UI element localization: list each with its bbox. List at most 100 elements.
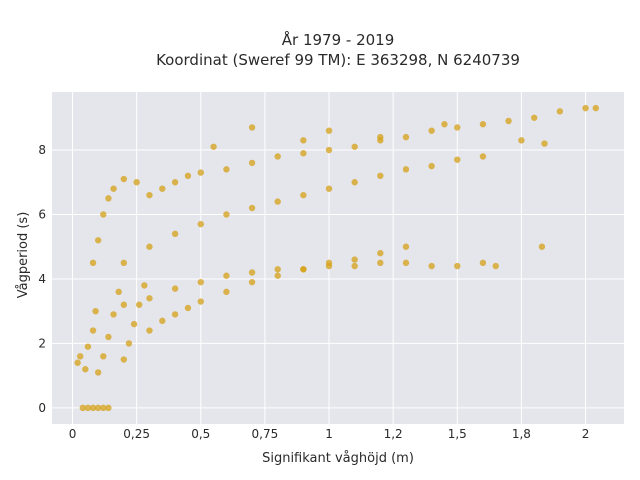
chart-subtitle: Koordinat (Sweref 99 TM): E 363298, N 62… <box>156 51 520 69</box>
data-point <box>402 259 410 267</box>
data-point <box>300 191 307 199</box>
data-point <box>538 243 546 250</box>
data-point <box>479 121 487 128</box>
data-point <box>377 172 384 180</box>
data-point <box>130 320 138 328</box>
data-point <box>492 262 499 270</box>
data-point <box>89 259 97 267</box>
data-point <box>441 121 448 128</box>
data-point <box>146 191 153 199</box>
data-point <box>223 211 230 218</box>
data-point <box>351 143 358 150</box>
data-point <box>300 150 307 157</box>
data-point <box>479 153 487 160</box>
data-point <box>454 262 461 270</box>
data-point <box>325 262 333 270</box>
x-tick-label: 1,8 <box>512 427 531 441</box>
data-point <box>120 259 128 267</box>
data-point <box>110 311 117 318</box>
x-axis-label: Signifikant våghöjd (m) <box>262 451 414 466</box>
data-point <box>248 204 256 212</box>
data-point <box>351 256 358 263</box>
data-point <box>300 266 307 273</box>
data-points <box>74 104 599 412</box>
data-point <box>94 237 102 244</box>
data-point <box>377 249 384 257</box>
x-tick-label: 0,25 <box>123 427 150 441</box>
data-point <box>105 333 112 341</box>
y-tick-label: 2 <box>38 336 46 350</box>
data-point <box>100 211 107 218</box>
data-point <box>171 230 179 238</box>
data-point <box>94 404 102 412</box>
data-point <box>74 359 81 366</box>
data-point <box>223 288 230 296</box>
x-tick-label: 1 <box>325 427 333 441</box>
data-point <box>94 369 102 376</box>
y-tick-label: 0 <box>38 401 46 415</box>
x-tick-label: 0,75 <box>252 427 279 441</box>
data-point <box>100 353 107 360</box>
x-tick-label: 0 <box>69 427 77 441</box>
data-point <box>454 156 461 163</box>
data-point <box>125 340 133 347</box>
data-point <box>120 175 128 183</box>
data-point <box>223 272 230 279</box>
data-point <box>159 317 166 325</box>
data-point <box>197 298 204 305</box>
data-point <box>377 133 384 141</box>
data-point <box>105 404 112 412</box>
data-point <box>274 272 281 279</box>
data-point <box>184 304 192 312</box>
data-point <box>325 127 333 134</box>
data-point <box>141 282 148 289</box>
y-axis-label: Vågperiod (s) <box>16 212 31 299</box>
data-point <box>325 146 333 154</box>
data-point <box>89 404 97 412</box>
data-point <box>84 404 92 412</box>
x-tick-label: 0,5 <box>191 427 210 441</box>
x-tick-label: 1,2 <box>384 427 403 441</box>
data-point <box>377 259 384 267</box>
data-point <box>120 301 128 308</box>
data-point <box>82 366 89 373</box>
data-point <box>223 166 230 173</box>
data-point <box>115 288 122 296</box>
data-point <box>110 185 117 192</box>
data-point <box>146 295 153 302</box>
data-point <box>79 404 86 412</box>
data-point <box>351 262 358 270</box>
data-point <box>210 143 217 150</box>
data-point <box>454 124 461 131</box>
y-tick-label: 4 <box>38 272 46 286</box>
data-point <box>92 307 99 315</box>
data-point <box>159 185 166 192</box>
data-point <box>146 327 153 334</box>
data-point <box>89 327 97 334</box>
chart-title: År 1979 - 2019 <box>282 30 395 49</box>
data-point <box>351 179 358 186</box>
data-point <box>133 179 140 186</box>
grid-lines <box>52 92 624 424</box>
data-point <box>248 278 256 286</box>
data-point <box>84 343 92 350</box>
plot-area <box>52 92 624 424</box>
data-point <box>428 262 435 270</box>
data-point <box>120 356 128 363</box>
data-point <box>105 195 112 202</box>
data-point <box>479 259 487 267</box>
data-point <box>300 137 307 144</box>
data-point <box>77 353 84 360</box>
data-point <box>556 108 564 115</box>
data-point <box>197 220 204 228</box>
data-point <box>136 301 143 308</box>
data-point <box>531 114 538 121</box>
y-tick-label: 6 <box>38 207 46 221</box>
data-point <box>518 137 525 144</box>
data-point <box>541 140 548 147</box>
data-point <box>171 179 179 186</box>
tick-labels: 0 0,25 0,5 0,75 1 1,2 1,5 1,8 2 0 2 4 6 8 <box>38 143 589 441</box>
data-point <box>402 243 410 250</box>
